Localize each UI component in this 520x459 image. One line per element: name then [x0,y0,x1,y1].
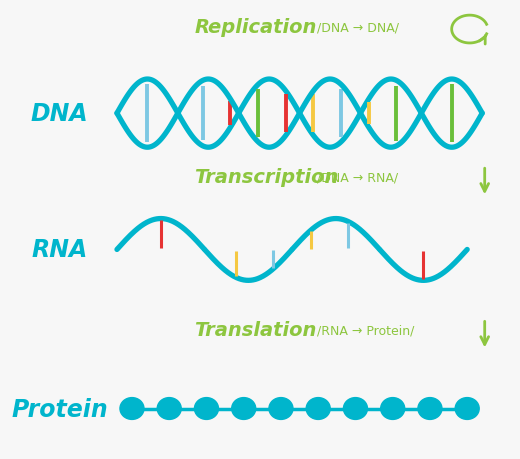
Circle shape [232,398,256,420]
Circle shape [383,400,402,417]
Circle shape [162,402,177,415]
Circle shape [455,398,479,420]
Circle shape [460,402,475,415]
Text: Translation: Translation [194,321,317,340]
Circle shape [309,400,328,417]
Text: /DNA → DNA/: /DNA → DNA/ [317,21,399,34]
Circle shape [422,402,437,415]
Circle shape [381,398,405,420]
Circle shape [124,402,139,415]
Text: DNA: DNA [31,102,88,126]
Circle shape [418,398,442,420]
Text: Replication: Replication [194,18,317,37]
Circle shape [123,400,141,417]
Circle shape [194,398,218,420]
Text: Protein: Protein [11,397,108,420]
Circle shape [269,398,293,420]
Text: /RNA → Protein/: /RNA → Protein/ [317,324,414,336]
Circle shape [343,398,368,420]
Circle shape [385,402,400,415]
Circle shape [197,400,216,417]
Circle shape [421,400,439,417]
Circle shape [160,400,179,417]
Circle shape [458,400,477,417]
Circle shape [234,400,253,417]
Circle shape [236,402,251,415]
Text: RNA: RNA [31,238,87,262]
Circle shape [199,402,214,415]
Circle shape [306,398,330,420]
Text: Transcription: Transcription [194,168,339,187]
Text: /DNA → RNA/: /DNA → RNA/ [317,171,398,184]
Circle shape [157,398,181,420]
Circle shape [274,402,289,415]
Circle shape [271,400,291,417]
Circle shape [348,402,363,415]
Circle shape [346,400,365,417]
Circle shape [310,402,326,415]
Circle shape [120,398,144,420]
